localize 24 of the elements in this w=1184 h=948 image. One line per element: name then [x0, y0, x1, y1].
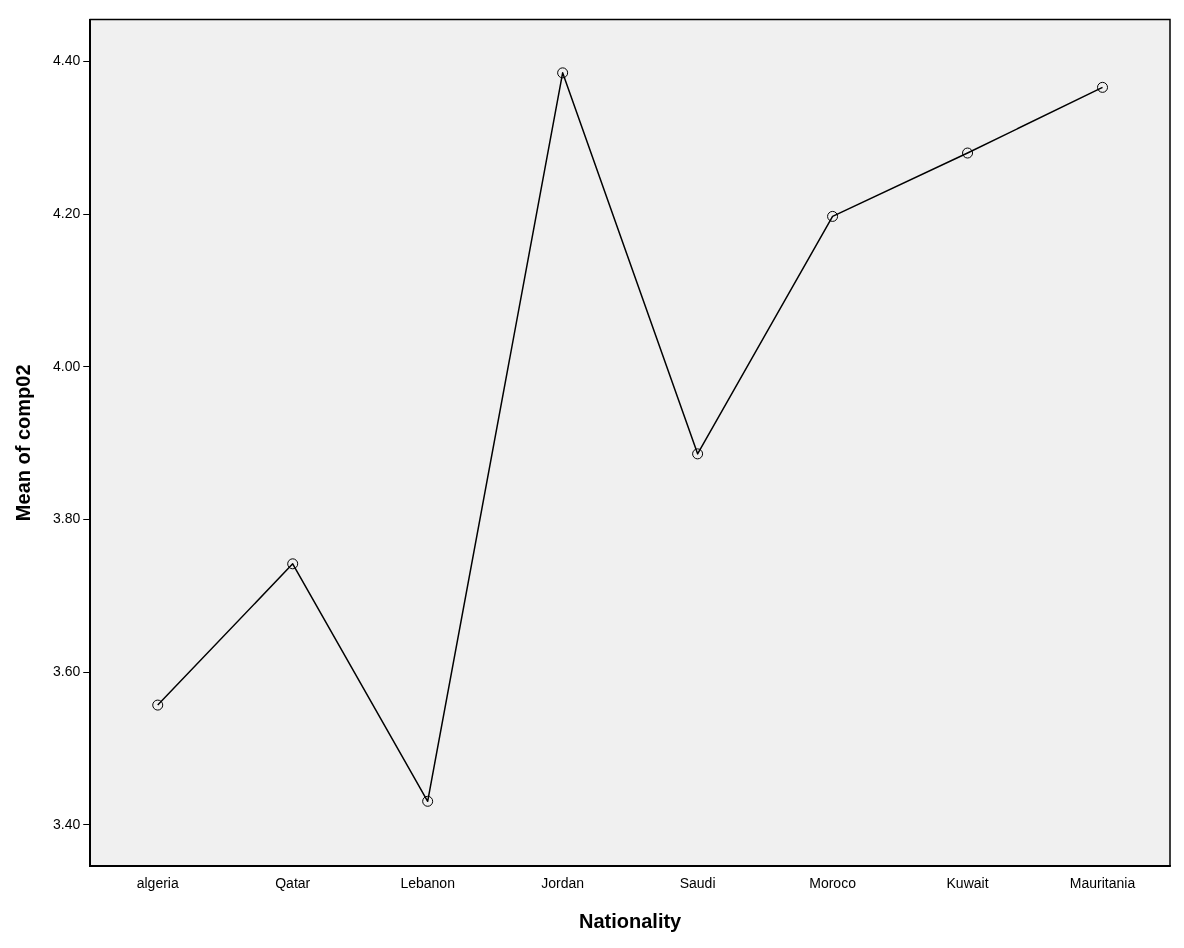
y-tick-label: 4.20	[53, 204, 81, 221]
x-tick-label: Kuwait	[946, 875, 989, 892]
y-tick-label: 3.40	[53, 815, 81, 832]
y-tick-label: 3.80	[53, 510, 81, 527]
point	[692, 448, 704, 460]
point	[962, 147, 974, 159]
point	[1097, 81, 1109, 93]
y-tick-label: 4.00	[53, 357, 81, 374]
x-tick-label: Moroco	[809, 875, 857, 892]
point	[422, 795, 434, 807]
x-tick-label: Mauritania	[1069, 875, 1136, 892]
y-tick-label: 3.60	[53, 663, 81, 680]
x-axis-title: Nationality	[579, 909, 683, 932]
point	[557, 67, 569, 79]
y-tick-label: 4.40	[53, 52, 81, 69]
y-axis-title: Mean of comp02	[11, 364, 34, 522]
x-tick-label: Qatar	[275, 875, 311, 892]
point	[287, 558, 299, 570]
point	[152, 699, 164, 711]
x-tick-label: Saudi	[679, 875, 716, 892]
point	[827, 210, 839, 222]
x-tick-label: algeria	[136, 875, 179, 892]
x-tick-label: Lebanon	[400, 875, 455, 892]
x-tick-label: Jordan	[541, 875, 585, 892]
